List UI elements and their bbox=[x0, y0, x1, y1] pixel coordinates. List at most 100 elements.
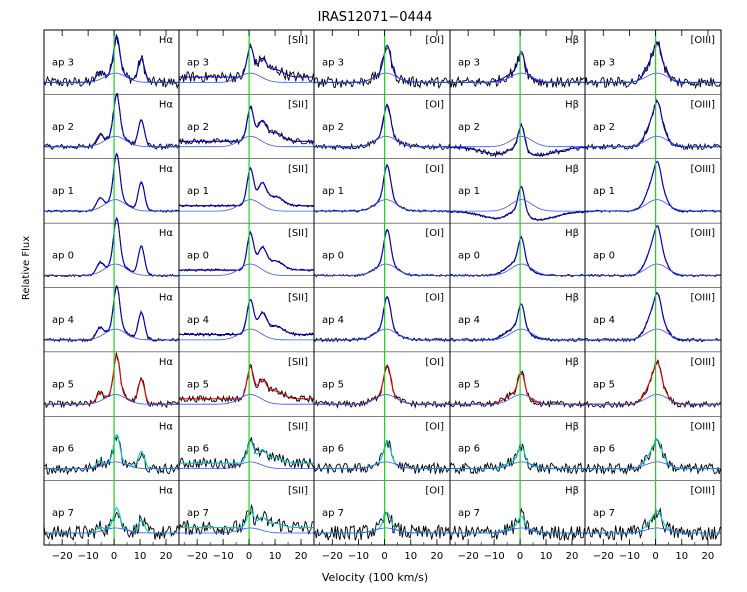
x-tick-label: −20 bbox=[593, 551, 614, 562]
component-curve bbox=[314, 527, 450, 534]
aperture-label: ap 1 bbox=[52, 186, 74, 197]
aperture-label: ap 3 bbox=[52, 57, 74, 68]
x-tick-label: 20 bbox=[160, 551, 173, 562]
x-tick-label: 10 bbox=[404, 551, 417, 562]
aperture-label: ap 0 bbox=[187, 251, 209, 262]
x-tick-label: −10 bbox=[213, 551, 234, 562]
line-label: [OIII] bbox=[690, 357, 715, 368]
aperture-label: ap 0 bbox=[593, 251, 615, 262]
line-label: [OI] bbox=[425, 164, 444, 175]
aperture-label: ap 3 bbox=[187, 57, 209, 68]
line-label: Hβ bbox=[565, 357, 579, 368]
aperture-label: ap 6 bbox=[458, 444, 480, 455]
component-curve bbox=[179, 393, 314, 405]
aperture-label: ap 5 bbox=[52, 379, 74, 390]
aperture-label: ap 0 bbox=[52, 251, 74, 262]
panel-frame bbox=[584, 29, 722, 546]
aperture-label: ap 3 bbox=[458, 57, 480, 68]
component-curve bbox=[314, 72, 450, 83]
x-tick-label: 0 bbox=[517, 551, 523, 562]
aperture-label: ap 5 bbox=[593, 379, 615, 390]
y-axis-label: Relative Flux bbox=[21, 236, 32, 300]
aperture-label: ap 3 bbox=[593, 57, 615, 68]
x-tick-label: 0 bbox=[381, 551, 387, 562]
spectrum-trace bbox=[313, 46, 450, 89]
spectrum-trace bbox=[43, 434, 179, 476]
component-curve bbox=[585, 328, 721, 341]
component-curve bbox=[450, 461, 585, 469]
x-tick-label: 20 bbox=[566, 551, 579, 562]
component-curve bbox=[585, 199, 721, 212]
component-curve bbox=[450, 72, 585, 83]
aperture-label: ap 0 bbox=[458, 251, 480, 262]
aperture-label: ap 2 bbox=[52, 122, 74, 133]
x-tick-label: −10 bbox=[619, 551, 640, 562]
line-label: [OIII] bbox=[690, 486, 715, 497]
aperture-label: ap 4 bbox=[52, 315, 74, 326]
fit-curve bbox=[179, 298, 314, 336]
line-label: [OI] bbox=[425, 35, 444, 46]
line-label: [SII] bbox=[288, 164, 308, 175]
x-axis-label: Velocity (100 km/s) bbox=[322, 571, 428, 584]
line-label: [SII] bbox=[288, 99, 308, 110]
aperture-label: ap 3 bbox=[322, 57, 344, 68]
component-curve bbox=[44, 328, 179, 341]
line-label: Hα bbox=[159, 164, 174, 175]
spectrum-trace bbox=[43, 511, 179, 542]
line-label: Hα bbox=[159, 486, 174, 497]
aperture-label: ap 5 bbox=[187, 379, 209, 390]
fit-curve bbox=[179, 167, 314, 207]
component-curve bbox=[179, 72, 314, 83]
x-tick-label: 0 bbox=[246, 551, 252, 562]
component-curve bbox=[179, 135, 314, 148]
x-tick-label: −20 bbox=[52, 551, 73, 562]
component-curve bbox=[314, 461, 450, 469]
line-label: [OIII] bbox=[690, 35, 715, 46]
fit-curve bbox=[179, 232, 314, 271]
line-label: Hα bbox=[159, 293, 174, 304]
line-label: [OIII] bbox=[690, 421, 715, 432]
component-curve bbox=[314, 135, 450, 148]
aperture-label: ap 1 bbox=[187, 186, 209, 197]
panel-column-4: ap 3 [OIII] ap 2 [OIII] ap 1 [OIII] ap 0 [OIII]… bbox=[584, 29, 722, 562]
aperture-label: ap 2 bbox=[593, 122, 615, 133]
fit-curve bbox=[179, 510, 314, 529]
component-curve bbox=[44, 393, 179, 405]
aperture-label: ap 4 bbox=[593, 315, 615, 326]
component-curve bbox=[450, 393, 585, 405]
component-curve bbox=[179, 328, 314, 341]
fit-curve bbox=[450, 124, 585, 157]
aperture-label: ap 6 bbox=[593, 444, 615, 455]
line-label: [SII] bbox=[288, 486, 308, 497]
component-curve bbox=[450, 527, 585, 534]
x-tick-label: 0 bbox=[652, 551, 658, 562]
component-curve bbox=[450, 328, 585, 341]
aperture-label: ap 2 bbox=[322, 122, 344, 133]
component-curve bbox=[179, 461, 314, 469]
line-label: Hβ bbox=[565, 164, 579, 175]
spectrum-trace bbox=[313, 440, 450, 476]
line-label: [OI] bbox=[425, 228, 444, 239]
panel-column-2: ap 3 [OI] ap 2 [OI] ap 1 [OI] ap 0 [OI] ap 4 [OI]… bbox=[313, 29, 451, 562]
aperture-label: ap 6 bbox=[322, 444, 344, 455]
component-curve bbox=[179, 527, 314, 534]
spectrum-trace bbox=[313, 509, 450, 541]
x-tick-label: −10 bbox=[484, 551, 505, 562]
aperture-label: ap 7 bbox=[458, 508, 480, 519]
panel-column-1: ap 3 [SII] ap 2 [SII] ap 1 [SII] ap 0 [SII] ap 4… bbox=[178, 29, 315, 562]
component-curve bbox=[179, 263, 314, 276]
line-label: [OIII] bbox=[690, 164, 715, 175]
aperture-label: ap 5 bbox=[458, 379, 480, 390]
fit-curve bbox=[44, 216, 179, 277]
component-curve bbox=[44, 263, 179, 276]
aperture-label: ap 2 bbox=[458, 122, 480, 133]
component-curve bbox=[585, 461, 721, 469]
panel-column-0: ap 3 Hα ap 2 Hα ap 1 Hα ap 0 Hα ap 4 Hα ap 5 Hα ap 6… bbox=[43, 29, 180, 562]
aperture-label: ap 7 bbox=[322, 508, 344, 519]
x-tick-label: 10 bbox=[675, 551, 688, 562]
component-curve bbox=[450, 199, 585, 212]
aperture-label: ap 7 bbox=[593, 508, 615, 519]
line-label: Hβ bbox=[565, 228, 579, 239]
component-curve bbox=[585, 135, 721, 148]
